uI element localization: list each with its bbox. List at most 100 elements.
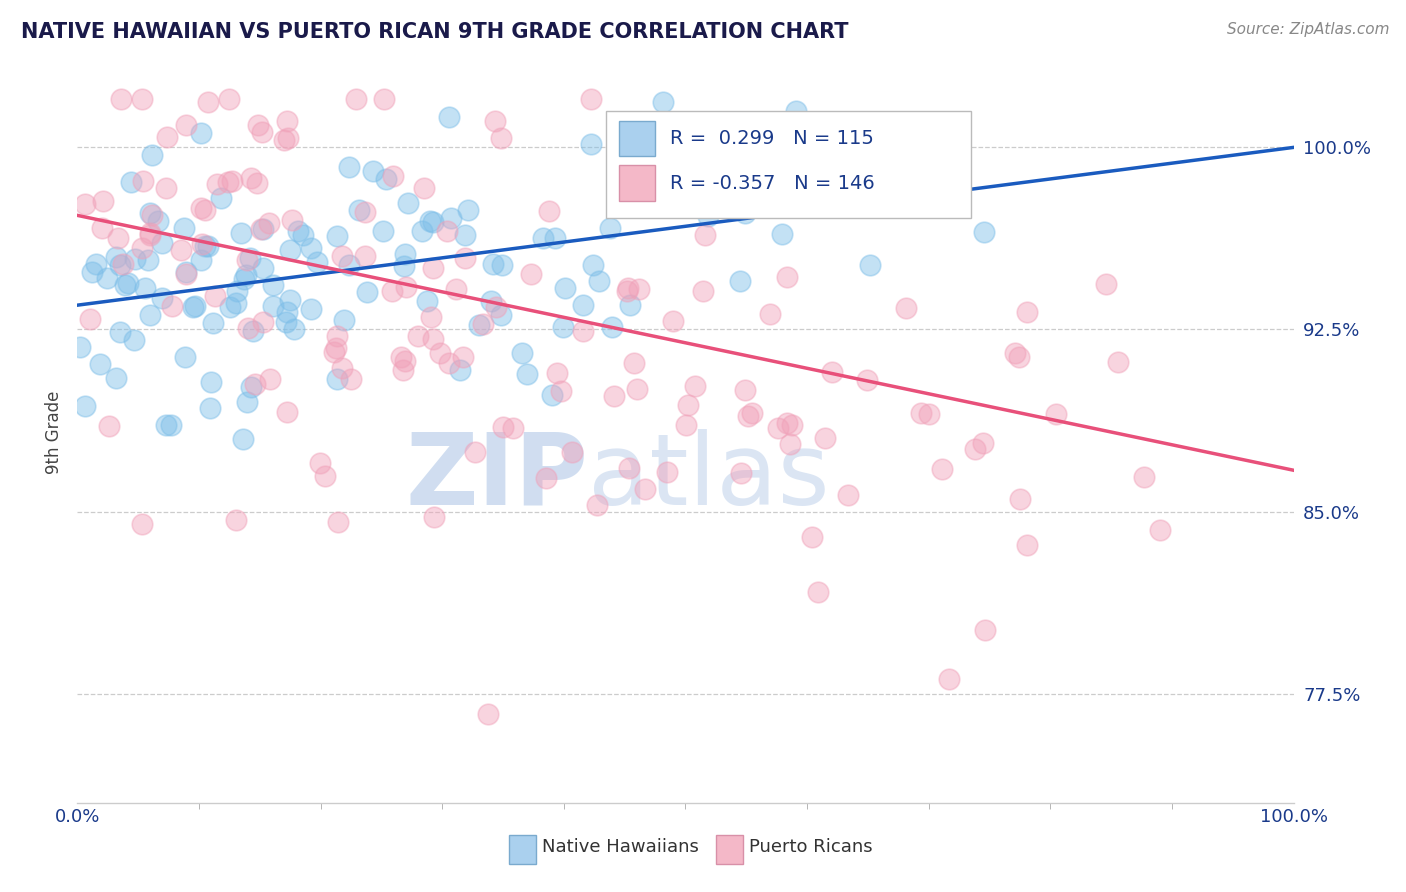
- FancyBboxPatch shape: [619, 121, 655, 156]
- Text: NATIVE HAWAIIAN VS PUERTO RICAN 9TH GRADE CORRELATION CHART: NATIVE HAWAIIAN VS PUERTO RICAN 9TH GRAD…: [21, 22, 849, 42]
- Point: [238, 320, 260, 334]
- Point: [1008, 492, 1031, 507]
- FancyBboxPatch shape: [619, 165, 655, 201]
- Point: [931, 462, 953, 476]
- Point: [423, 510, 446, 524]
- Point: [697, 209, 720, 223]
- Point: [536, 471, 558, 485]
- Point: [910, 406, 932, 420]
- Point: [491, 130, 513, 145]
- Point: [314, 469, 336, 483]
- Point: [84, 257, 107, 271]
- Point: [588, 274, 610, 288]
- Point: [463, 445, 485, 459]
- Point: [190, 126, 212, 140]
- Point: [413, 181, 436, 195]
- Point: [326, 372, 349, 386]
- Point: [344, 92, 367, 106]
- Text: ZIP: ZIP: [405, 428, 588, 525]
- Point: [675, 417, 697, 432]
- Point: [586, 498, 609, 512]
- Point: [855, 373, 877, 387]
- Point: [512, 346, 534, 360]
- Point: [257, 217, 280, 231]
- Point: [776, 269, 799, 284]
- Point: [406, 329, 429, 343]
- Point: [491, 420, 513, 434]
- Point: [662, 314, 685, 328]
- Point: [371, 224, 394, 238]
- Point: [938, 672, 960, 686]
- Point: [243, 376, 266, 391]
- Point: [131, 92, 153, 106]
- Point: [337, 160, 360, 174]
- Point: [692, 285, 714, 299]
- Point: [138, 308, 160, 322]
- Point: [174, 118, 197, 132]
- Point: [482, 257, 505, 271]
- Point: [325, 341, 347, 355]
- Point: [354, 249, 377, 263]
- Point: [221, 174, 243, 188]
- Point: [634, 482, 657, 496]
- Point: [531, 230, 554, 244]
- Point: [381, 285, 404, 299]
- Point: [276, 114, 298, 128]
- Point: [619, 298, 641, 312]
- Point: [197, 238, 219, 252]
- Point: [730, 274, 752, 288]
- Point: [801, 530, 824, 544]
- Point: [741, 406, 763, 420]
- Point: [108, 326, 131, 340]
- Point: [291, 227, 314, 242]
- Text: R =  0.299   N = 115: R = 0.299 N = 115: [669, 129, 873, 148]
- Point: [439, 355, 461, 369]
- Point: [972, 435, 994, 450]
- Point: [411, 224, 433, 238]
- Point: [73, 399, 96, 413]
- Point: [326, 228, 349, 243]
- FancyBboxPatch shape: [509, 836, 536, 863]
- Point: [693, 227, 716, 242]
- Point: [449, 363, 471, 377]
- Point: [235, 395, 257, 409]
- Point: [280, 213, 302, 227]
- Point: [173, 220, 195, 235]
- Point: [278, 293, 301, 307]
- Point: [616, 284, 638, 298]
- Point: [484, 114, 506, 128]
- Point: [276, 404, 298, 418]
- Point: [477, 707, 499, 722]
- Point: [337, 258, 360, 272]
- Point: [655, 465, 678, 479]
- Point: [381, 169, 404, 183]
- Text: atlas: atlas: [588, 428, 830, 525]
- Point: [225, 295, 247, 310]
- Point: [146, 213, 169, 227]
- Point: [190, 252, 212, 267]
- Point: [117, 276, 139, 290]
- Point: [444, 282, 467, 296]
- Point: [82, 265, 104, 279]
- Point: [699, 119, 721, 133]
- Text: Puerto Ricans: Puerto Ricans: [748, 838, 872, 856]
- Point: [546, 366, 568, 380]
- Point: [262, 299, 284, 313]
- Point: [770, 227, 793, 242]
- Point: [79, 312, 101, 326]
- Point: [519, 267, 541, 281]
- Point: [623, 356, 645, 370]
- Point: [91, 194, 114, 209]
- Point: [491, 258, 513, 272]
- Point: [734, 383, 756, 397]
- Point: [550, 384, 572, 398]
- Point: [814, 431, 837, 445]
- Point: [225, 513, 247, 527]
- Point: [1015, 538, 1038, 552]
- Point: [419, 310, 441, 324]
- Point: [776, 417, 799, 431]
- Point: [626, 382, 648, 396]
- FancyBboxPatch shape: [716, 836, 742, 863]
- Point: [278, 244, 301, 258]
- Point: [554, 281, 576, 295]
